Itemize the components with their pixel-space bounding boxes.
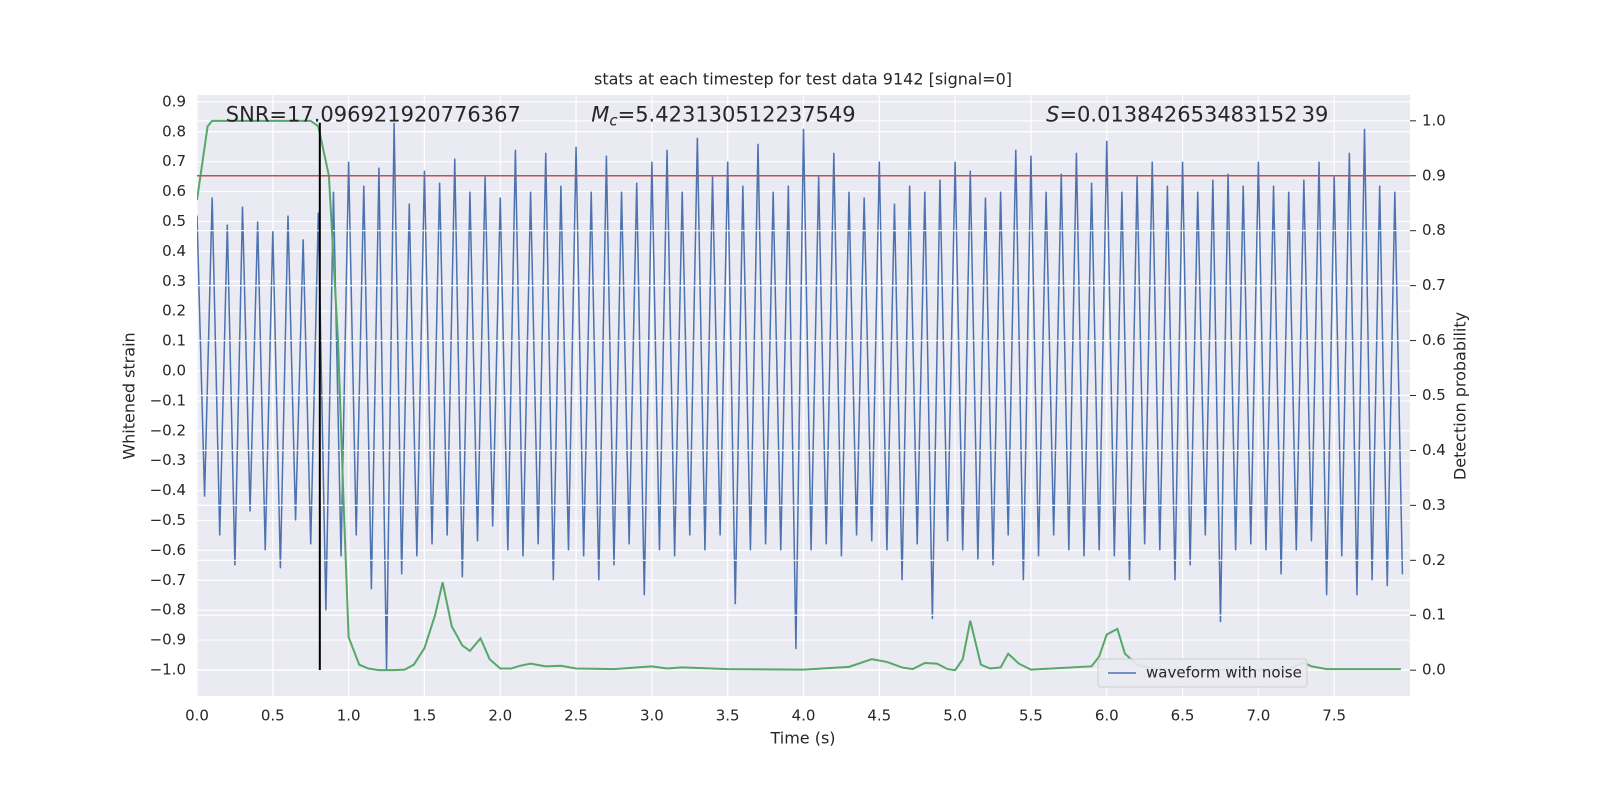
series-line [197, 122, 1404, 671]
annotation: S=0.013842653483152 39 [1046, 102, 1328, 126]
y-axis-label: Whitened strain [120, 332, 139, 459]
annotation-text: =0.013842653483152 39 [1059, 102, 1328, 126]
y-tick-label: −0.4 [150, 481, 186, 499]
x-tick-label: 6.0 [1095, 707, 1119, 725]
y-tick-label: 0.5 [162, 212, 186, 230]
legend-label: waveform with noise [1146, 664, 1302, 682]
y-tick-label: 0.3 [162, 272, 186, 290]
y2-tick-label: 0.8 [1422, 221, 1446, 239]
y-tick-label: 0.8 [162, 122, 186, 140]
chart-title: stats at each timestep for test data 914… [594, 70, 1012, 89]
y2-tick-label: 0.2 [1422, 551, 1446, 569]
y-tick-label: −0.8 [150, 601, 186, 619]
y2-tick-label: 1.0 [1422, 111, 1446, 129]
annotation-symbol: M [591, 102, 609, 126]
y-tick-label: 0.0 [162, 361, 186, 379]
x-tick-label: 3.0 [640, 707, 664, 725]
y-tick-label: −0.3 [150, 451, 186, 469]
y2-tick-label: 0.3 [1422, 496, 1446, 514]
annotation-text: SNR=17.096921920776367 [226, 102, 521, 126]
y2-tick-label: 0.7 [1422, 276, 1446, 294]
x-tick-label: 0.5 [261, 707, 285, 725]
y-tick-label: −0.1 [150, 391, 186, 409]
annotation: SNR=17.096921920776367 [226, 102, 521, 126]
x-tick-label: 7.5 [1322, 707, 1346, 725]
y2-axis-label: Detection probability [1451, 312, 1470, 480]
x-tick-label: 4.0 [792, 707, 816, 725]
y2-tick-label: 0.5 [1422, 386, 1446, 404]
annotation-subscript: c [609, 111, 618, 129]
x-tick-label: 2.5 [564, 707, 588, 725]
y-tick-label: −0.6 [150, 541, 186, 559]
y-tick-label: −0.5 [150, 511, 186, 529]
x-tick-label: 6.5 [1171, 707, 1195, 725]
y-tick-label: 0.4 [162, 242, 186, 260]
marks [197, 122, 1404, 671]
x-tick-label: 0.0 [185, 707, 209, 725]
x-tick-label: 4.5 [867, 707, 891, 725]
x-tick-label: 5.0 [943, 707, 967, 725]
x-tick-label: 7.0 [1246, 707, 1270, 725]
y-tick-label: −0.2 [150, 421, 186, 439]
y2-tick-label: 0.0 [1422, 661, 1446, 679]
annotation-symbol: S [1046, 102, 1059, 126]
x-axis-label: Time (s) [769, 729, 835, 748]
x-tick-label: 2.0 [488, 707, 512, 725]
y-tick-label: 0.2 [162, 302, 186, 320]
y2-tick-label: 0.6 [1422, 331, 1446, 349]
y2-tick-label: 0.4 [1422, 441, 1446, 459]
y-tick-label: −0.9 [150, 631, 186, 649]
overlay: 0.0 0.5 1.0 1.5 2.0 2.5 3.0 3.5 4.0 4.5 5.0 5.5 6.0 6… [150, 92, 1446, 724]
y-tick-label: −0.7 [150, 571, 186, 589]
x-tick-label: 5.5 [1019, 707, 1043, 725]
x-tick-label: 1.5 [413, 707, 437, 725]
series-line [197, 119, 1401, 672]
y-tick-label: 0.7 [162, 152, 186, 170]
y-tick-label: 0.9 [162, 92, 186, 110]
x-tick-label: 3.5 [716, 707, 740, 725]
x-tick-label: 1.0 [337, 707, 361, 725]
y2-tick-label: 0.9 [1422, 166, 1446, 184]
annotation-text: =5.423130512237549 [618, 102, 856, 126]
legend-box [1097, 658, 1308, 688]
y-tick-label: 0.1 [162, 332, 186, 350]
y-tick-label: −1.0 [150, 660, 186, 678]
y-tick-label: 0.6 [162, 182, 186, 200]
y2-tick-label: 0.1 [1422, 606, 1446, 624]
annotation: Mc=5.423130512237549 [591, 102, 855, 129]
